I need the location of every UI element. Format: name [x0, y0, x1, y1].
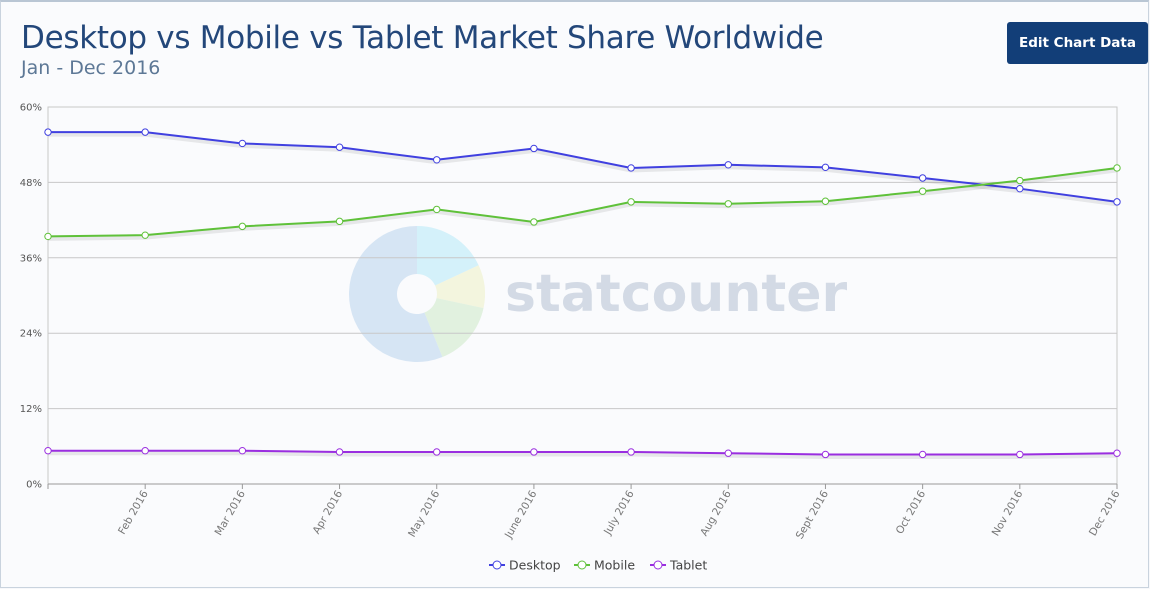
series-desktop-shadow — [48, 131, 1118, 207]
x-tick-label: May 2016 — [406, 488, 442, 539]
watermark-logo-segment-blue — [349, 225, 443, 362]
series-mobile-point[interactable] — [44, 232, 52, 241]
series-tablet-point[interactable] — [238, 446, 247, 455]
x-tick-label: Mar 2016 — [213, 488, 248, 537]
series-desktop-point[interactable] — [1113, 198, 1121, 206]
series-desktop-point[interactable] — [141, 128, 149, 136]
chart-legend[interactable]: Desktop Mobile Tablet — [489, 558, 707, 573]
legend-mobile-label: Mobile — [594, 558, 635, 573]
series-desktop-point[interactable] — [530, 144, 538, 153]
series-mobile — [44, 164, 1121, 241]
series-mobile-point[interactable] — [724, 200, 732, 208]
chart-series — [44, 128, 1121, 459]
watermark-text: statcounter — [505, 264, 847, 324]
legend-tablet-marker — [653, 560, 663, 570]
legend-item-desktop[interactable]: Desktop — [489, 558, 561, 573]
y-tick-label: 48% — [20, 178, 42, 189]
x-tick-label: Feb 2016 — [116, 488, 151, 536]
series-mobile-point[interactable] — [238, 222, 247, 231]
series-tablet-point[interactable] — [918, 450, 927, 459]
series-desktop-point[interactable] — [627, 164, 635, 172]
series-tablet-line — [48, 449, 1118, 456]
series-tablet-point[interactable] — [433, 448, 441, 456]
watermark-logo-segment-green — [424, 298, 484, 358]
series-desktop-point[interactable] — [821, 163, 830, 172]
x-tick-label: Apr 2016 — [311, 488, 346, 536]
series-tablet-point[interactable] — [1016, 450, 1024, 459]
x-tick-label: Aug 2016 — [698, 488, 734, 538]
series-mobile-point[interactable] — [530, 218, 538, 226]
series-mobile-point[interactable] — [821, 197, 830, 205]
series-tablet-point[interactable] — [1113, 449, 1121, 457]
series-tablet-point[interactable] — [530, 448, 538, 456]
legend-item-mobile[interactable]: Mobile — [574, 558, 635, 573]
legend-desktop-marker — [492, 560, 502, 570]
x-tick-label: Oct 2016 — [894, 488, 929, 536]
legend-mobile-marker — [577, 560, 587, 570]
x-tick-label: Sept 2016 — [794, 488, 832, 541]
y-axis-ticks: 0% 12% 24% 36% 48% 60% — [20, 103, 42, 491]
edit-chart-data-button[interactable]: Edit Chart Data — [1007, 22, 1148, 64]
x-axis-ticks: Feb 2016 Mar 2016 Apr 2016 May 2016 June 201… — [47, 484, 1123, 541]
series-mobile-point[interactable] — [433, 205, 441, 214]
series-mobile-line — [47, 166, 1118, 238]
legend-item-tablet[interactable]: Tablet — [650, 558, 707, 573]
x-tick-label: July 2016 — [601, 488, 637, 538]
series-desktop-point[interactable] — [44, 128, 52, 136]
chart-subtitle: Jan - Dec 2016 — [21, 57, 161, 79]
x-tick-label: June 2016 — [502, 488, 540, 541]
series-mobile-point[interactable] — [335, 217, 344, 226]
series-desktop-point[interactable] — [433, 156, 441, 164]
x-tick-label: Nov 2016 — [990, 488, 1026, 538]
series-desktop-point[interactable] — [1016, 184, 1024, 193]
series-mobile-point[interactable] — [918, 187, 927, 195]
y-tick-label: 60% — [20, 103, 42, 114]
series-mobile-point[interactable] — [141, 231, 149, 239]
series-mobile-point[interactable] — [627, 198, 635, 206]
series-desktop-point[interactable] — [335, 143, 344, 151]
series-mobile-shadow — [47, 167, 1118, 241]
series-tablet-point[interactable] — [335, 448, 344, 456]
series-desktop-line — [48, 131, 1118, 203]
series-desktop-point[interactable] — [918, 174, 927, 182]
watermark-logo-segment-yellow — [435, 265, 486, 309]
legend-tablet-label: Tablet — [669, 558, 707, 573]
legend-desktop-label: Desktop — [509, 558, 561, 573]
watermark-logo-segment-cyan — [417, 226, 479, 286]
series-mobile-point[interactable] — [1016, 176, 1024, 185]
series-tablet-point[interactable] — [724, 449, 732, 457]
series-tablet-point[interactable] — [141, 446, 149, 455]
series-desktop-point[interactable] — [238, 139, 247, 148]
series-tablet-point[interactable] — [44, 446, 52, 455]
series-tablet-shadow — [48, 450, 1118, 459]
series-tablet-point[interactable] — [821, 450, 830, 459]
chart-title: Desktop vs Mobile vs Tablet Market Share… — [21, 20, 824, 56]
series-mobile-point[interactable] — [1113, 164, 1121, 172]
y-tick-label: 12% — [20, 404, 42, 415]
y-tick-label: 0% — [26, 480, 42, 491]
statcounter-watermark: statcounter — [349, 225, 847, 362]
x-tick-label: Dec 2016 — [1087, 488, 1123, 538]
y-tick-label: 36% — [20, 253, 42, 264]
series-tablet — [44, 446, 1121, 459]
chart-grid — [47, 106, 1118, 485]
series-desktop — [44, 128, 1121, 207]
y-tick-label: 24% — [20, 329, 42, 340]
series-tablet-point[interactable] — [627, 448, 635, 456]
series-desktop-point[interactable] — [724, 161, 732, 169]
